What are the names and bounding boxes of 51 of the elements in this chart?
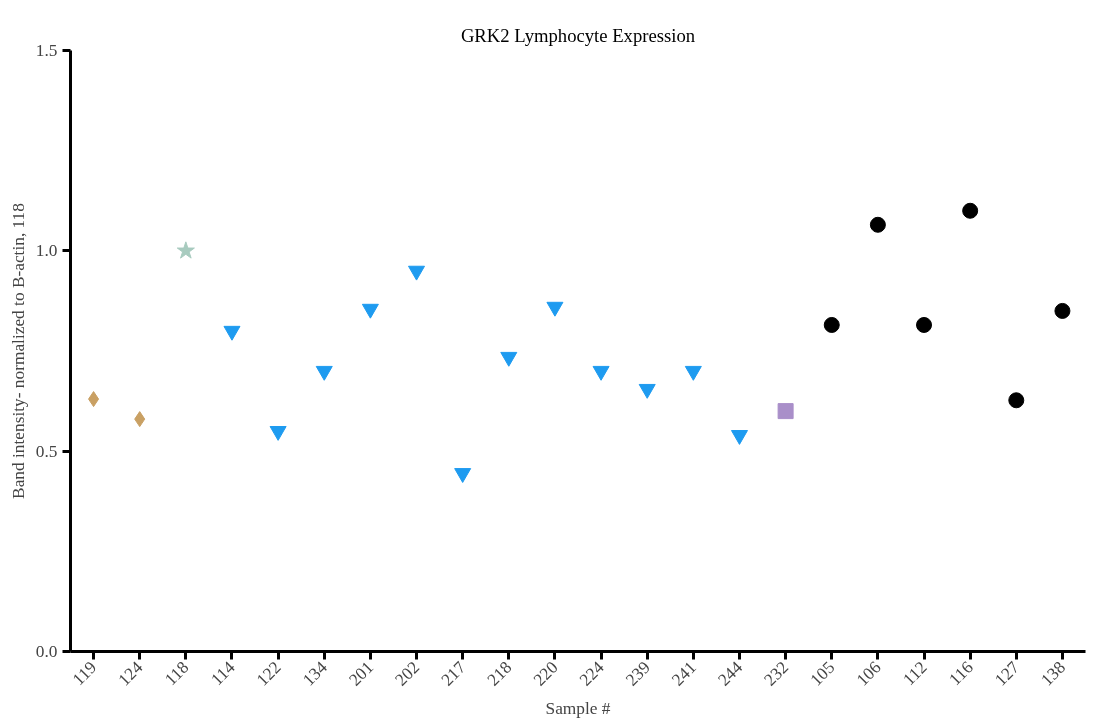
point — [869, 216, 886, 233]
point — [500, 351, 518, 367]
x-tick-label: 116 — [945, 657, 978, 690]
point — [134, 411, 146, 428]
x-axis-title: Sample # — [545, 698, 611, 718]
x-tick-label: 239 — [622, 657, 654, 690]
x-tick-label: 124 — [114, 657, 147, 690]
point — [777, 403, 794, 420]
point — [546, 301, 564, 317]
point — [730, 430, 748, 445]
x-tick-label: 105 — [806, 657, 839, 690]
y-tick-label: 0.5 — [35, 441, 58, 461]
x-tick-label: 106 — [852, 657, 885, 690]
point — [684, 365, 702, 381]
x-tick-label: 122 — [253, 657, 285, 690]
point — [638, 383, 656, 399]
y-tick-label: 1.5 — [35, 41, 58, 60]
point — [1054, 302, 1071, 319]
point — [269, 426, 287, 441]
point — [176, 241, 195, 259]
x-tick-label: 114 — [207, 657, 239, 690]
x-tick-label: 134 — [299, 657, 332, 690]
point — [592, 365, 610, 381]
x-tick-label: 118 — [161, 657, 193, 690]
x-tick-label: 224 — [575, 657, 609, 690]
point — [823, 316, 840, 333]
y-tick-label: 0.0 — [35, 642, 58, 661]
x-tick-label: 138 — [1037, 657, 1070, 690]
point — [88, 391, 100, 408]
point — [454, 468, 472, 483]
point — [408, 265, 426, 281]
point — [916, 316, 933, 333]
x-tick-label: 218 — [483, 657, 516, 690]
x-tick-label: 217 — [437, 657, 470, 690]
x-tick-label: 127 — [991, 657, 1024, 690]
x-tick-label: 232 — [760, 657, 793, 690]
x-tick-label: 244 — [714, 657, 747, 690]
point — [1008, 392, 1025, 409]
point — [315, 365, 333, 381]
x-tick-label: 202 — [391, 657, 424, 690]
x-tick-label: 112 — [899, 657, 931, 690]
x-tick-label: 201 — [345, 657, 378, 690]
x-tick-label: 119 — [68, 657, 101, 690]
y-tick-label: 1.0 — [35, 241, 58, 261]
x-tick-label: 220 — [529, 657, 562, 690]
chart-title: GRK2 Lymphocyte Expression — [460, 24, 696, 46]
point — [361, 303, 379, 319]
point — [962, 202, 979, 219]
x-tick-label: 241 — [668, 657, 701, 690]
y-axis-title: Band intensity- normalized to B-actin, 118 — [8, 203, 28, 499]
point — [223, 325, 241, 341]
